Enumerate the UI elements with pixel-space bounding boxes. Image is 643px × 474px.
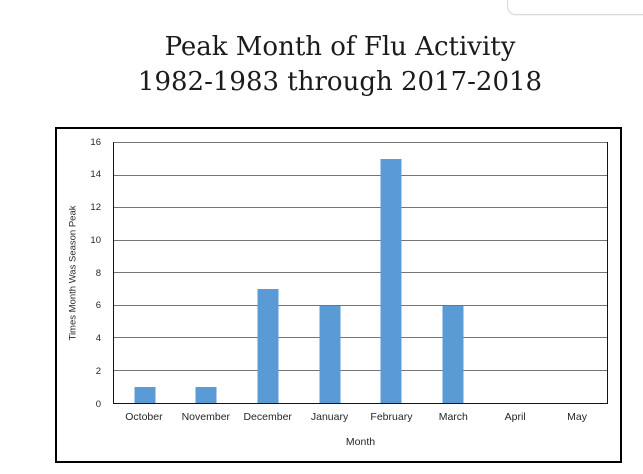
bar-march — [442, 305, 464, 403]
gridline-6 — [114, 304, 607, 306]
y-tick-label-12: 12 — [90, 201, 101, 213]
gridline-10 — [114, 239, 607, 241]
plot-area — [113, 142, 608, 404]
chart-frame: Times Month Was Season Peak 0 2 4 6 8 10 12 14 1… — [55, 127, 622, 463]
bar-october — [134, 386, 156, 403]
x-tick-label-may: May — [567, 411, 587, 423]
y-tick-label-0: 0 — [95, 398, 101, 410]
x-tick-label-april: April — [504, 411, 526, 423]
y-tick-label-10: 10 — [90, 234, 101, 246]
x-tick-label-october: October — [125, 411, 163, 423]
x-axis-labels: October November December January February Ma… — [113, 411, 608, 425]
y-tick-label-14: 14 — [90, 169, 101, 180]
gridline-2 — [114, 369, 607, 371]
y-tick-label-2: 2 — [95, 365, 101, 377]
y-tick-label-6: 6 — [95, 300, 101, 311]
gridline-8 — [114, 272, 607, 273]
x-tick-label-january: January — [310, 411, 349, 423]
x-axis-title: Month — [345, 436, 376, 448]
y-tick-label-8: 8 — [95, 267, 101, 279]
gridline-4 — [114, 337, 607, 338]
bar-december — [257, 289, 279, 403]
y-tick-label-16: 16 — [90, 136, 101, 148]
chart-title: Peak Month of Flu Activity 1982-1983 thr… — [38, 30, 642, 101]
chart-title-line2: 1982-1983 through 2017-2018 — [137, 67, 543, 98]
x-tick-label-december: December — [243, 411, 292, 423]
y-tick-label-4: 4 — [95, 332, 101, 344]
gridline-12 — [114, 207, 607, 208]
bar-january — [319, 305, 341, 403]
gridline-14 — [114, 174, 607, 176]
x-tick-label-march: March — [438, 411, 468, 423]
x-tick-label-february: February — [370, 411, 413, 423]
bar-february — [380, 159, 402, 403]
x-tick-label-november: November — [181, 411, 231, 423]
chart-title-line1: Peak Month of Flu Activity — [164, 32, 516, 62]
bar-november — [195, 386, 217, 403]
browser-ui-fragment — [507, 0, 643, 15]
y-axis-ticks: 0 2 4 6 8 10 12 14 16 — [57, 137, 107, 408]
gridline-16 — [114, 142, 607, 143]
